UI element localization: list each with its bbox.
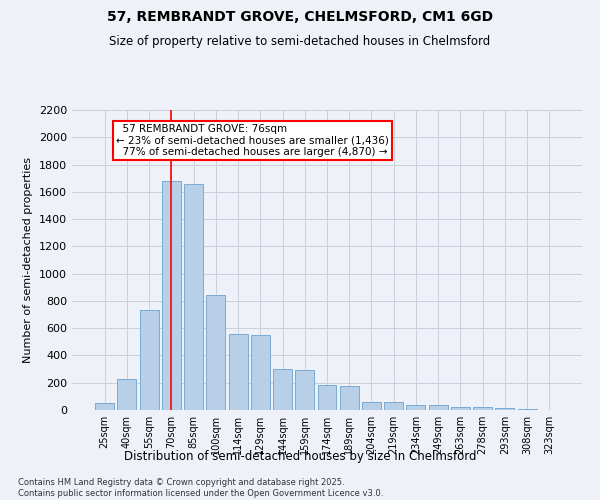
Y-axis label: Number of semi-detached properties: Number of semi-detached properties xyxy=(23,157,34,363)
Bar xyxy=(162,181,181,410)
Bar xyxy=(451,406,470,410)
Bar xyxy=(184,184,203,410)
Text: Size of property relative to semi-detached houses in Chelmsford: Size of property relative to semi-detach… xyxy=(109,35,491,48)
Bar xyxy=(406,404,425,410)
Bar xyxy=(140,310,158,410)
Text: Distribution of semi-detached houses by size in Chelmsford: Distribution of semi-detached houses by … xyxy=(124,450,476,463)
Bar xyxy=(118,380,136,410)
Bar xyxy=(273,369,292,410)
Bar xyxy=(496,408,514,410)
Bar xyxy=(295,370,314,410)
Bar xyxy=(429,405,448,410)
Bar xyxy=(95,403,114,410)
Bar xyxy=(251,335,270,410)
Text: 57 REMBRANDT GROVE: 76sqm
← 23% of semi-detached houses are smaller (1,436)
  77: 57 REMBRANDT GROVE: 76sqm ← 23% of semi-… xyxy=(116,124,389,157)
Bar xyxy=(340,386,359,410)
Bar xyxy=(362,402,381,410)
Bar xyxy=(473,408,492,410)
Bar xyxy=(317,386,337,410)
Bar xyxy=(384,402,403,410)
Text: Contains HM Land Registry data © Crown copyright and database right 2025.
Contai: Contains HM Land Registry data © Crown c… xyxy=(18,478,383,498)
Bar xyxy=(229,334,248,410)
Text: 57, REMBRANDT GROVE, CHELMSFORD, CM1 6GD: 57, REMBRANDT GROVE, CHELMSFORD, CM1 6GD xyxy=(107,10,493,24)
Bar xyxy=(206,295,225,410)
